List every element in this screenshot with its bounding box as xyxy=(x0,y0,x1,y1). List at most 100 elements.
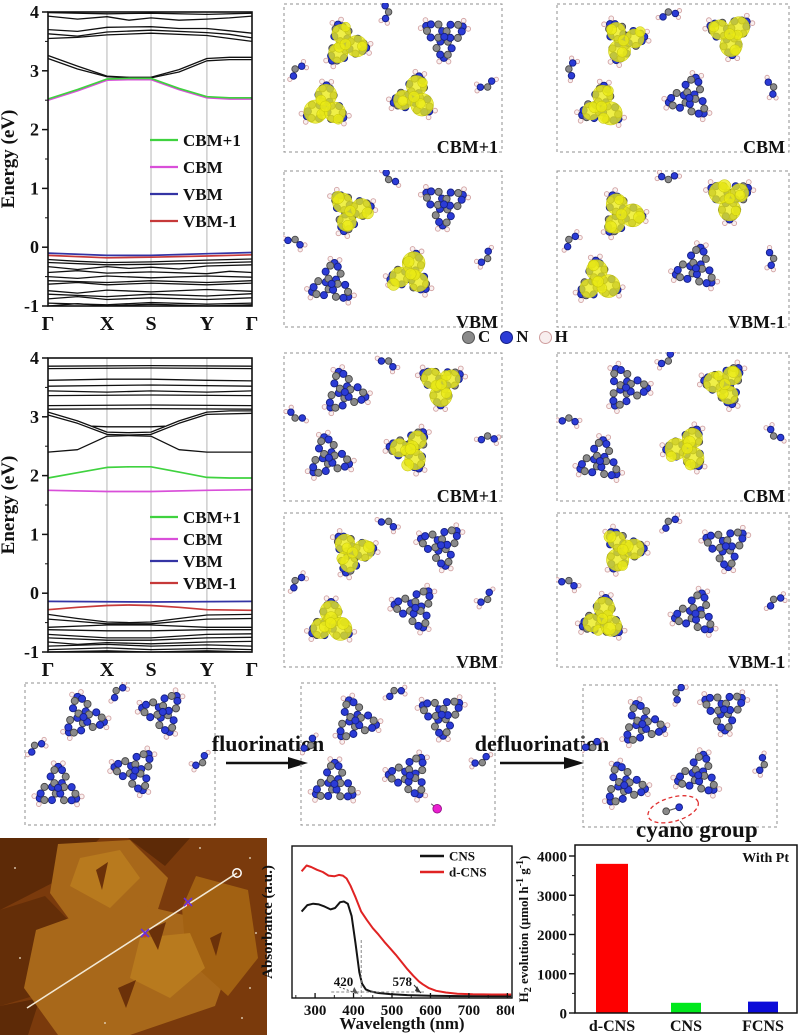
fluorination-label: fluorination xyxy=(211,731,325,756)
fluorination-arrow: fluorination xyxy=(196,732,340,771)
band-structure-plot-1: -1 0 1 2 3 4 Γ X S Y Γ Energy (eV) CBM+1 CBM VBM VBM-1 xyxy=(0,0,272,346)
molecular-structure-svg xyxy=(556,352,790,502)
svg-text:600: 600 xyxy=(419,1003,442,1019)
svg-text:VBM-1: VBM-1 xyxy=(183,574,237,593)
carbon-atom-icon xyxy=(462,330,475,344)
atom-color-legend: C N H xyxy=(462,327,568,347)
svg-text:Wavelength (nm): Wavelength (nm) xyxy=(339,1014,464,1033)
molecular-structure-svg xyxy=(582,684,778,828)
svg-text:X: X xyxy=(100,313,115,335)
orbital-panel-set1-cbm+1: CBM+1 xyxy=(283,3,503,157)
orbital-panel-set2-vbm-1: VBM-1 xyxy=(556,512,790,672)
svg-text:Γ: Γ xyxy=(42,659,55,681)
svg-text:CNS: CNS xyxy=(449,849,475,864)
structure-box-cns xyxy=(24,682,216,826)
legend-entry-n: N xyxy=(500,327,529,347)
svg-text:3000: 3000 xyxy=(537,889,567,905)
svg-text:1000: 1000 xyxy=(537,967,567,983)
panel-label: VBM-1 xyxy=(728,312,785,332)
panel-label: VBM-1 xyxy=(728,652,785,672)
defluorination-arrow: defluorination xyxy=(458,732,626,771)
svg-text:2000: 2000 xyxy=(537,928,567,944)
svg-text:H2 evolution (μmol h-1 g-1): H2 evolution (μmol h-1 g-1) xyxy=(515,856,534,1003)
svg-text:4000: 4000 xyxy=(537,850,567,866)
svg-text:Energy (eV): Energy (eV) xyxy=(0,456,19,555)
orbital-panel-set1-vbm: VBM xyxy=(283,170,503,332)
svg-text:-1: -1 xyxy=(24,642,39,662)
afm-topography-svg xyxy=(0,838,267,1035)
svg-text:CBM+1: CBM+1 xyxy=(183,508,241,527)
svg-text:With Pt: With Pt xyxy=(742,851,789,866)
svg-text:3: 3 xyxy=(30,61,39,81)
svg-text:Y: Y xyxy=(200,313,215,335)
svg-text:Absorbance (a.u.): Absorbance (a.u.) xyxy=(260,865,276,979)
svg-text:VBM: VBM xyxy=(183,552,223,571)
structure-box-fcns xyxy=(300,682,496,826)
svg-text:0: 0 xyxy=(560,1007,568,1023)
h2-evolution-chart: 0 1000 2000 3000 4000 d-CNS CNS FCNS With Pt H2 e… xyxy=(515,838,800,1035)
orbital-panel-set2-vbm: VBM xyxy=(283,512,503,671)
band-structure-plot-2: -1 0 1 2 3 4 Γ X S Y Γ Energy (eV) CBM+1 CBM VBM VBM-1 xyxy=(0,346,272,682)
defluorination-label: defluorination xyxy=(474,731,610,756)
svg-text:VBM-1: VBM-1 xyxy=(183,212,237,231)
atom-symbol: H xyxy=(554,327,568,346)
afm-image xyxy=(0,838,267,1035)
svg-text:0: 0 xyxy=(30,583,39,603)
right-arrow-icon xyxy=(500,757,584,770)
svg-text:1: 1 xyxy=(30,524,39,544)
svg-text:2: 2 xyxy=(30,466,39,486)
structure-box-dcns xyxy=(582,684,778,828)
svg-text:VBM: VBM xyxy=(183,185,223,204)
right-arrow-icon xyxy=(226,757,308,770)
legend-entry-c: C xyxy=(462,327,490,347)
panel-label: CBM xyxy=(743,486,785,506)
svg-text:800: 800 xyxy=(496,1003,514,1019)
svg-text:Y: Y xyxy=(200,659,215,681)
orbital-panel-set1-cbm: CBM xyxy=(556,3,790,156)
svg-text:420: 420 xyxy=(334,974,354,989)
svg-text:d-CNS: d-CNS xyxy=(589,1018,635,1035)
nitrogen-atom-icon xyxy=(500,330,514,344)
molecular-structure-svg xyxy=(283,352,503,502)
atom-symbol: N xyxy=(516,327,529,346)
molecular-structure-svg xyxy=(283,512,503,668)
svg-text:X: X xyxy=(100,659,115,681)
svg-text:CNS: CNS xyxy=(670,1018,702,1035)
svg-text:500: 500 xyxy=(381,1003,404,1019)
svg-text:578: 578 xyxy=(393,974,413,989)
molecular-structure-svg xyxy=(556,512,790,668)
svg-text:CBM+1: CBM+1 xyxy=(183,131,241,150)
svg-text:4: 4 xyxy=(30,348,39,368)
svg-text:S: S xyxy=(145,313,156,335)
svg-text:700: 700 xyxy=(458,1003,481,1019)
svg-text:0: 0 xyxy=(30,237,39,257)
svg-text:CBM: CBM xyxy=(183,158,223,177)
panel-label: CBM+1 xyxy=(436,137,498,157)
orbital-panel-set1-vbm-1: VBM-1 xyxy=(556,170,790,332)
molecular-structure-svg xyxy=(556,3,790,153)
band-plot-svg: -1 0 1 2 3 4 Γ X S Y Γ Energy (eV) CBM+1 CBM VBM VBM-1 xyxy=(0,2,259,335)
molecular-structure-svg xyxy=(283,170,503,328)
panel-label: VBM xyxy=(456,312,498,332)
svg-text:d-CNS: d-CNS xyxy=(449,865,487,880)
svg-text:Γ: Γ xyxy=(246,659,259,681)
svg-text:FCNS: FCNS xyxy=(742,1018,784,1035)
orbital-panel-set2-cbm+1: CBM+1 xyxy=(283,352,503,506)
svg-text:300: 300 xyxy=(304,1003,327,1019)
molecular-structure-svg xyxy=(24,682,216,826)
cyano-group-label: cyano group xyxy=(636,817,758,842)
panel-label: CBM+1 xyxy=(436,486,498,506)
molecular-structure-svg xyxy=(556,170,790,328)
svg-text:S: S xyxy=(145,659,156,681)
svg-text:Γ: Γ xyxy=(246,313,259,335)
molecular-structure-svg xyxy=(283,3,503,153)
hydrogen-atom-icon xyxy=(538,330,552,344)
svg-text:CBM: CBM xyxy=(183,530,223,549)
svg-text:2: 2 xyxy=(30,120,39,140)
svg-text:Γ: Γ xyxy=(42,313,55,335)
molecular-structure-svg xyxy=(300,682,496,826)
svg-text:Energy (eV): Energy (eV) xyxy=(0,110,19,209)
